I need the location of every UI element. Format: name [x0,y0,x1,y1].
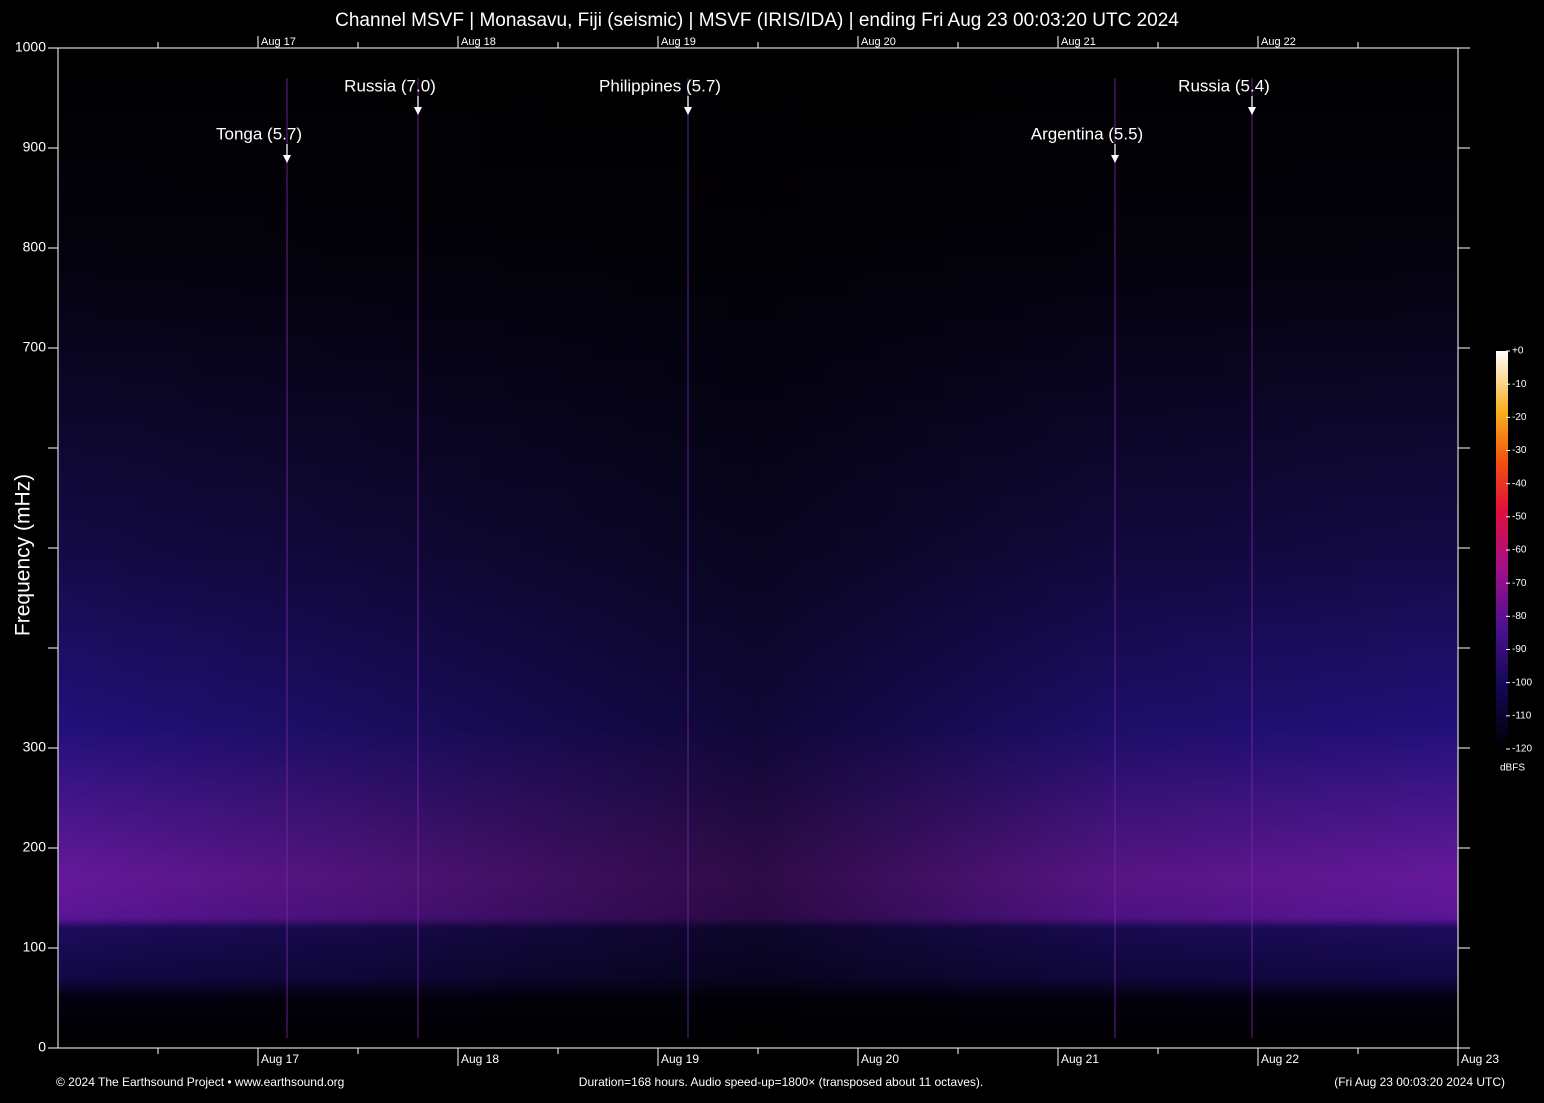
colorbar-tick-label: -10 [1512,379,1527,390]
y-tick-label: 200 [23,839,47,855]
spectrogram-shade [58,48,1458,1048]
event-arrow-head [1111,155,1119,163]
event-label: Philippines (5.7) [599,76,721,95]
x-tick-label: Aug 17 [261,1052,299,1066]
event-label: Argentina (5.5) [1031,124,1143,143]
x-tick-label: Aug 21 [1061,1052,1099,1066]
footer-left: © 2024 The Earthsound Project • www.eart… [56,1075,344,1089]
y-tick-label: 700 [23,339,47,355]
event-arrow-head [283,155,291,163]
event-arrow-head [684,107,692,115]
chart-title: Channel MSVF | Monasavu, Fiji (seismic) … [335,10,1179,31]
colorbar [1496,351,1508,749]
colorbar-tick-label: -70 [1512,578,1527,589]
y-tick-label: 1000 [15,39,46,55]
colorbar-tick-label: -80 [1512,611,1527,622]
event-label: Russia (7.0) [344,76,436,95]
x-tick-label-top: Aug 21 [1061,36,1096,48]
colorbar-tick-label: -100 [1512,677,1532,688]
x-tick-label-top: Aug 20 [861,36,896,48]
event-label: Russia (5.4) [1178,76,1270,95]
colorbar-tick-label: -40 [1512,478,1527,489]
footer-right: (Fri Aug 23 00:03:20 2024 UTC) [1334,1075,1505,1089]
event-label: Tonga (5.7) [216,124,302,143]
y-tick-label: 300 [23,739,47,755]
footer-center: Duration=168 hours. Audio speed-up=1800×… [579,1075,983,1089]
x-tick-label-top: Aug 18 [461,36,496,48]
x-tick-label: Aug 22 [1261,1052,1299,1066]
colorbar-tick-label: -50 [1512,511,1527,522]
colorbar-tick-label: +0 [1512,346,1524,357]
y-tick-label: 100 [23,939,47,955]
colorbar-tick-label: -60 [1512,545,1527,556]
colorbar-label: dBFS [1500,763,1525,774]
colorbar-tick-label: -120 [1512,744,1532,755]
colorbar-tick-label: -20 [1512,412,1527,423]
x-tick-label: Aug 18 [461,1052,499,1066]
y-tick-label: 800 [23,239,47,255]
colorbar-tick-label: -90 [1512,644,1527,655]
x-tick-label-top: Aug 17 [261,36,296,48]
x-tick-label-top: Aug 19 [661,36,696,48]
x-tick-label: Aug 20 [861,1052,899,1066]
colorbar-tick-label: -110 [1512,710,1532,721]
y-tick-label: 900 [23,139,47,155]
x-tick-label-top: Aug 22 [1261,36,1296,48]
x-tick-label: Aug 23 [1461,1052,1499,1066]
x-tick-label: Aug 19 [661,1052,699,1066]
colorbar-tick-label: -30 [1512,445,1527,456]
y-axis-label: Frequency (mHz) [12,474,35,636]
y-tick-label: 0 [38,1039,46,1055]
event-arrow-head [414,107,422,115]
event-arrow-head [1248,107,1256,115]
